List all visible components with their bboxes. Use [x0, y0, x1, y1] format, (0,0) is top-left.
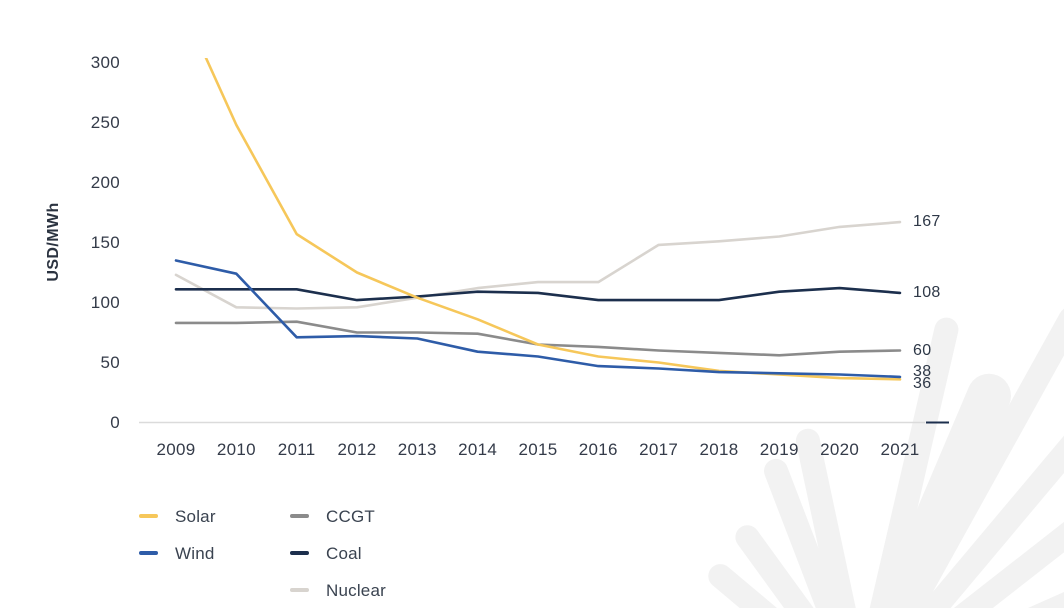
end-value-label: 60	[913, 341, 932, 359]
x-tick-label: 2019	[759, 440, 799, 459]
x-tick-label: 2018	[699, 440, 739, 459]
x-tick-label: 2015	[518, 440, 558, 459]
y-tick-label: 50	[100, 352, 120, 372]
y-tick-label: 150	[90, 232, 120, 252]
x-tick-label: 2017	[639, 440, 679, 459]
x-tick-label: 2016	[578, 440, 618, 459]
watermark-ray	[896, 308, 1064, 608]
series-line-nuclear	[174, 220, 902, 310]
series-line-coal	[174, 286, 902, 302]
legend-label: Solar	[175, 507, 216, 526]
x-tick-label: 2011	[277, 440, 316, 459]
watermark-ray	[764, 458, 842, 608]
x-tick-label: 2021	[880, 440, 920, 459]
watermark-ray	[708, 564, 777, 608]
legend-label: Coal	[326, 544, 362, 563]
legend-swatch	[139, 551, 158, 555]
legend-swatch	[139, 514, 158, 518]
x-tick-label: 2012	[337, 440, 377, 459]
watermark-ray	[875, 373, 1011, 608]
y-tick-label: 250	[90, 112, 120, 132]
y-tick-label: 100	[90, 292, 120, 312]
end-value-label: 36	[913, 375, 932, 393]
watermark-ray	[735, 525, 814, 608]
x-tick-label: 2009	[156, 440, 196, 459]
x-tick-label: 2014	[458, 440, 498, 459]
watermark-ray	[953, 521, 1064, 608]
watermark-ray	[869, 317, 959, 608]
legend-label: Wind	[175, 544, 215, 563]
watermark-ray	[919, 435, 1064, 608]
legend-label: CCGT	[326, 507, 375, 526]
x-tick-label: 2013	[397, 440, 437, 459]
legend-label: Nuclear	[326, 580, 386, 600]
watermark-ray	[795, 428, 856, 608]
end-value-label: 38	[913, 362, 932, 380]
end-value-label: 108	[913, 283, 941, 301]
legend-swatch	[290, 514, 309, 518]
end-value-label: 167	[913, 213, 941, 231]
series-line-wind	[174, 259, 902, 379]
y-tick-label: 0	[110, 412, 120, 432]
y-tick-label: 200	[90, 172, 120, 192]
legend-swatch	[290, 551, 309, 555]
x-tick-label: 2010	[216, 440, 256, 459]
x-tick-label: 2020	[820, 440, 860, 459]
legend-swatch	[290, 587, 309, 592]
y-tick-label: 300	[90, 52, 120, 72]
